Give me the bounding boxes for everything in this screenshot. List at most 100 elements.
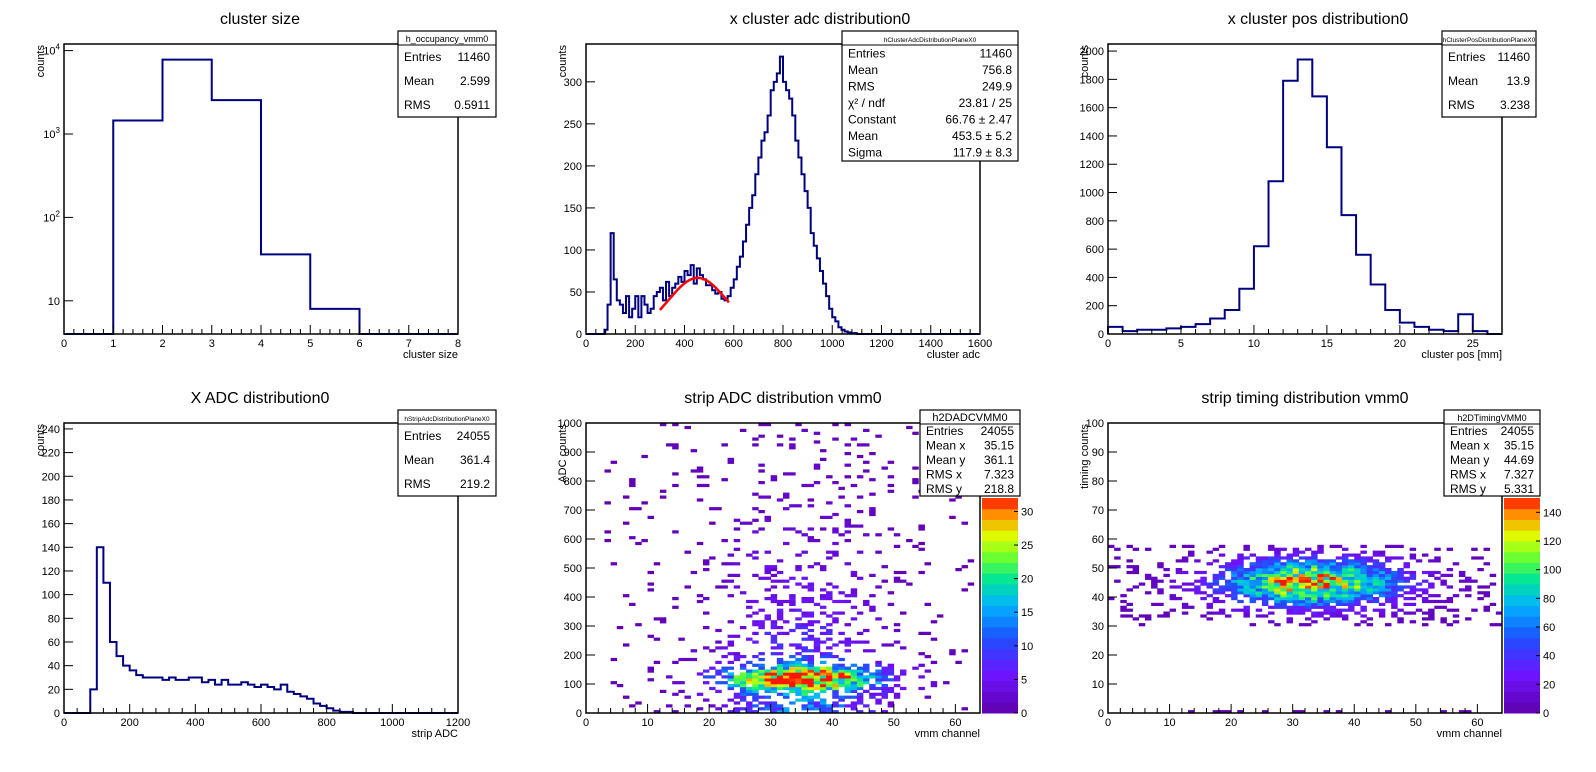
heatmap-cell [1409,597,1417,601]
heatmap-cell [875,701,882,705]
heatmap-cell [1385,556,1392,560]
y-tick-label: 20 [1092,650,1104,662]
heatmap-cell [1471,579,1478,583]
heatmap-cell [1354,599,1361,604]
heatmap-cell [856,576,864,580]
heatmap-cell [653,562,661,566]
heatmap-cell [1181,611,1189,615]
heatmap-cell [930,660,938,664]
heatmap-cell [1329,614,1337,618]
heatmap-cell [887,669,895,673]
heatmap-cell [1391,576,1398,580]
heatmap-cell [1397,568,1404,572]
heatmap-cell [1397,576,1404,580]
heatmap-cell [844,637,852,641]
heatmap-cell [819,588,827,592]
heatmap-cell [961,707,968,711]
heatmap-cell [715,681,722,685]
heatmap-cell [1428,599,1435,604]
heatmap-cell [1231,608,1238,612]
heatmap-cell [764,707,771,711]
heatmap-cell [813,666,821,670]
chart-title: strip timing distribution vmm0 [1201,390,1408,407]
heatmap-cell [801,428,808,432]
heatmap-cell [826,501,833,505]
heatmap-cell [635,623,642,627]
heatmap-cell [1372,568,1380,572]
heatmap-cell [721,539,728,543]
heatmap-cell [1323,591,1330,595]
heatmap-cell [801,611,808,615]
heatmap-cell [1341,547,1349,551]
heatmap-cell [850,678,858,682]
heatmap-cell [850,594,858,598]
heatmap-cell [1329,573,1337,577]
heatmap-cell [764,617,771,621]
panel-p5: strip timing distribution vmm00204060801… [1079,390,1561,740]
heatmap-cell [1329,591,1337,595]
heatmap-cell [1323,576,1330,580]
heatmap-cell [955,495,962,499]
heatmap-cell [1231,594,1238,598]
heatmap-cell [1385,579,1392,583]
heatmap-cell [1341,573,1349,577]
color-palette-cell [982,508,1018,520]
heatmap-cell [721,704,728,708]
heatmap-cell [709,507,716,511]
heatmap-cell [1298,550,1306,554]
heatmap-cell [1163,614,1170,618]
heatmap-cell [758,495,765,499]
heatmap-cell [795,553,802,557]
color-palette-cell [982,605,1018,617]
heatmap-cell [789,684,796,688]
heatmap-cell [622,495,630,499]
heatmap-cell [869,594,876,598]
heatmap-cell [1243,614,1250,618]
heatmap-cell [758,469,765,473]
heatmap-cell [807,678,815,682]
heatmap-cell [764,515,771,519]
heatmap-cell [696,469,704,473]
heatmap-cell [869,695,876,699]
heatmap-cell [1311,585,1318,589]
heatmap-cell [770,579,778,583]
heatmap-cell [1286,591,1293,595]
color-palette-cell [1504,691,1540,703]
heatmap-cell [1440,617,1447,621]
heatmap-cell [813,692,821,696]
heatmap-cell [1317,547,1324,551]
heatmap-cell [1212,710,1220,714]
heatmap-cell [875,434,882,438]
heatmap-cell [629,507,636,511]
heatmap-cell [739,521,747,525]
heatmap-cell [813,675,821,679]
heatmap-cell [746,689,753,693]
heatmap-cell [826,666,833,670]
heatmap-cell [1144,617,1152,621]
stats-row-key: RMS y [926,482,962,496]
heatmap-cell [1274,553,1281,557]
heatmap-cell [776,669,784,673]
heatmap-cell [776,599,784,604]
heatmap-cell [1348,585,1355,589]
heatmap-cell [1224,588,1232,592]
heatmap-cell [887,489,895,493]
heatmap-cell [1181,556,1189,560]
heatmap-cell [807,634,815,638]
heatmap-cell [813,562,821,566]
heatmap-cell [1237,556,1244,560]
heatmap-cell [881,695,888,699]
heatmap-cell [819,626,827,630]
heatmap-cell [752,518,759,522]
x-tick-label: 0 [61,338,67,350]
heatmap-cell [1391,588,1398,592]
heatmap-cell [789,443,796,447]
heatmap-cell [1188,550,1195,554]
heatmap-cell [764,686,771,691]
heatmap-cell [863,681,870,685]
heatmap-cell [1292,547,1300,551]
heatmap-cell [764,588,771,592]
heatmap-cell [869,649,876,653]
